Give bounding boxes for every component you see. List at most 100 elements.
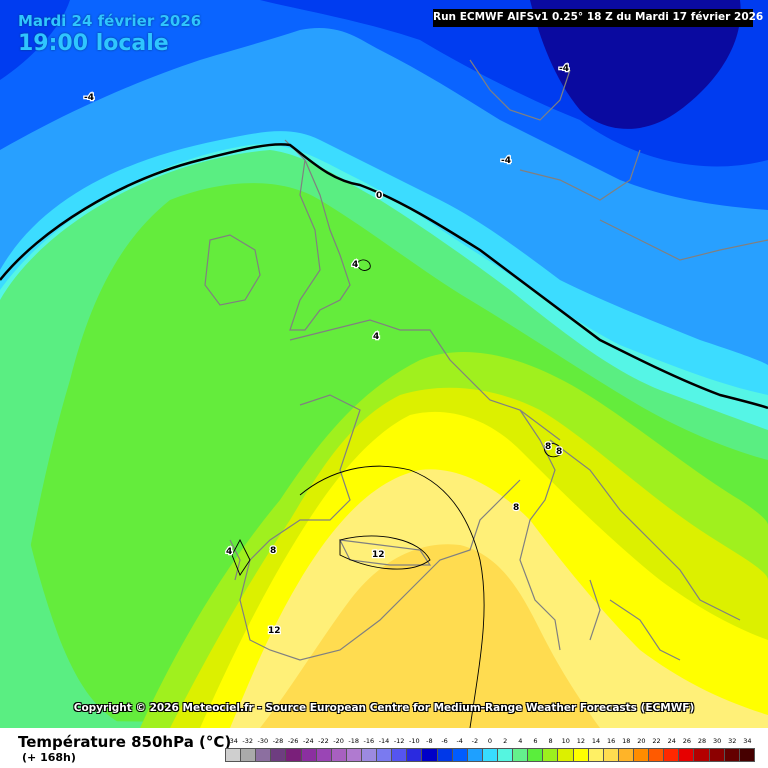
legend-swatch [361,749,378,761]
legend-swatch [452,749,468,761]
legend-tick: 28 [697,737,707,745]
legend-tick: -22 [318,737,329,745]
isolines [231,259,562,728]
isoline-labels: -4 -4 -4 0 4 4 4 8 8 8 8 12 12 [83,63,571,638]
legend-swatch [709,749,725,761]
legend-tick: -24 [302,737,314,745]
isoline-label: -4 [559,64,569,74]
isoline-label: 12 [268,626,281,636]
legend-swatch [316,749,332,761]
legend-swatch [543,749,559,761]
legend-tick: 14 [591,737,601,745]
isoline-label: 8 [556,447,562,457]
legend-tick: -2 [471,737,479,745]
legend-swatch [724,749,740,761]
legend-tick: 6 [533,737,538,745]
legend-swatch [331,749,347,761]
legend-tick: -20 [333,737,344,745]
legend-swatch [649,749,665,761]
legend-tick-labels: -34 -32 -30 -28 -26 -24 -22 -20 -18 -16 -14 -12 -10-… [225,737,755,747]
legend-tick: 10 [561,737,570,745]
legend-tick: 20 [637,737,646,745]
legend-swatch [513,749,529,761]
legend-color-scale [225,748,755,762]
legend-tick: -28 [272,737,284,745]
zone-coldest-core [530,0,741,129]
legend-title: Température 850hPa (°C) [18,733,232,751]
legend-tick: 26 [682,737,691,745]
legend-swatch [497,749,514,761]
legend-tick: 4 [518,737,523,745]
isoline-label: -4 [501,156,511,166]
legend-tick: 2 [503,737,508,745]
legend-tick: -30 [257,737,269,745]
legend-swatch [679,749,695,761]
run-info: Run ECMWF AIFSv1 0.25° 18 Z du Mardi 17 … [433,11,764,23]
legend-swatch [694,749,710,761]
legend-swatch [271,749,287,761]
legend-swatch [528,749,544,761]
legend-tick: 16 [607,737,616,745]
legend-swatch [603,749,619,761]
isoline-label: 4 [373,332,379,342]
legend-tick: 8 [548,737,553,745]
coastlines [204,59,768,661]
isoline-label: 8 [545,442,551,452]
zone-atlantic-mint [0,380,130,728]
legend-swatch [422,749,438,761]
zone-light-orange [260,544,600,728]
temperature-map: -4 -4 -4 0 4 4 4 8 8 8 8 12 12 [0,0,768,728]
legend-tick: 22 [652,737,661,745]
legend-swatch [226,749,242,761]
legend-tick: -14 [378,737,390,745]
legend-swatch [573,749,589,761]
legend-swatch [633,749,650,761]
legend-tick: 24 [667,737,676,745]
legend-tick: 34 [743,737,752,745]
legend-swatch [301,749,317,761]
legend-tick: -32 [242,737,254,745]
isoline-label: 12 [372,550,385,560]
legend-tick: -12 [393,737,405,745]
legend-swatch [286,749,302,761]
legend-swatch [467,749,483,761]
forecast-lead-time: (+ 168h) [22,751,76,764]
legend-bar: Température 850hPa (°C) (+ 168h) -34 -32-… [0,728,768,768]
legend-tick: -34 [227,737,238,745]
legend-tick: -18 [348,737,360,745]
legend-swatch [256,749,272,761]
legend-swatch [588,749,604,761]
legend-swatch [664,749,680,761]
isoline-label: 8 [270,546,276,556]
run-info-box: Run ECMWF AIFSv1 0.25° 18 Z du Mardi 17 … [433,9,764,27]
legend-swatch [618,749,634,761]
zone-cold-core-west [0,0,70,80]
legend-tick: -4 [456,737,463,745]
forecast-time: 19:00 locale [18,31,169,56]
legend-tick: -8 [426,737,433,745]
legend-swatch [482,749,498,761]
legend-swatch [346,749,362,761]
isoline-label: 8 [513,503,519,513]
legend-swatch [377,749,393,761]
freezing-isoline [0,143,768,410]
legend-swatch [558,749,574,761]
legend-swatch [392,749,408,761]
isoline-label: 0 [376,191,382,201]
legend-swatch [437,749,453,761]
forecast-date: Mardi 24 février 2026 [18,12,202,30]
isoline-label: 4 [352,260,358,270]
legend-tick: 12 [576,737,585,745]
legend-tick: -16 [363,737,375,745]
legend-swatch [407,749,423,761]
legend-swatch [739,749,754,761]
copyright-notice: Copyright © 2026 Meteociel.fr - Source E… [73,702,695,714]
legend-tick: 18 [622,737,631,745]
legend-tick: -26 [287,737,299,745]
legend-tick: 0 [487,737,493,745]
legend-swatch [241,749,257,761]
legend-tick: -6 [441,737,448,745]
isoline-label: 4 [226,547,232,557]
isoline-label: -4 [84,93,94,103]
